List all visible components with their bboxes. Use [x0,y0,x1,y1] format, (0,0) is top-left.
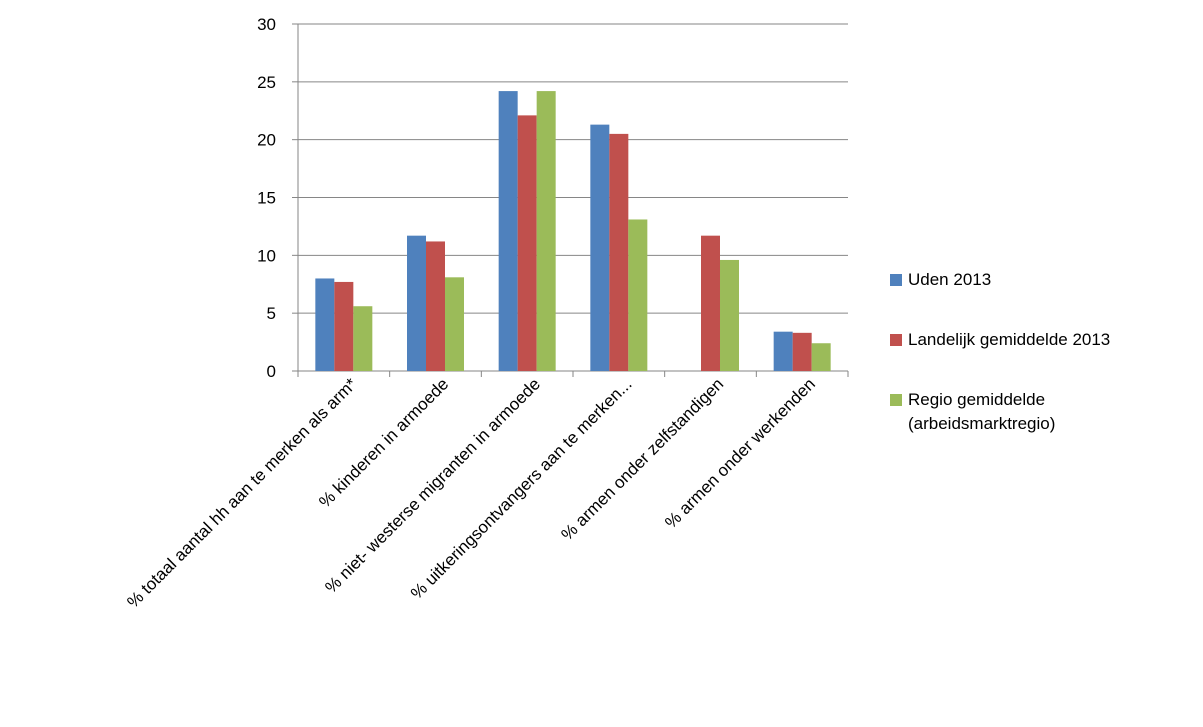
bar [720,259,739,371]
bar [792,332,812,371]
y-tick-label: 15 [257,189,276,208]
bar [498,91,518,371]
y-tick-label: 20 [257,131,276,150]
legend-swatch [890,274,902,286]
bar [590,124,610,371]
bar [628,219,648,371]
x-category-label: % armen onder werkenden [661,374,819,532]
y-tick-label: 5 [267,304,276,323]
legend-swatch [890,334,902,346]
bar [426,241,445,371]
bar [353,306,373,371]
bar [773,331,793,371]
bar [701,235,720,371]
y-tick-label: 30 [257,15,276,34]
y-tick-label: 10 [257,246,276,265]
x-category-label: % armen onder zelfstandigen [558,374,728,544]
bar [517,115,537,371]
legend-swatch [890,394,902,406]
y-tick-label: 25 [257,73,276,92]
legend-label: Landelijk gemiddelde 2013 [908,330,1110,349]
bar [407,235,426,371]
legend-label: Uden 2013 [908,270,991,289]
bar [811,343,831,371]
bar [609,133,629,371]
legend-label: (arbeidsmarktregio) [908,414,1055,433]
bar [445,277,464,371]
bar [536,91,556,371]
bar [315,278,335,371]
legend-label: Regio gemiddelde [908,390,1045,409]
y-tick-label: 0 [267,362,276,381]
bar [334,281,354,371]
